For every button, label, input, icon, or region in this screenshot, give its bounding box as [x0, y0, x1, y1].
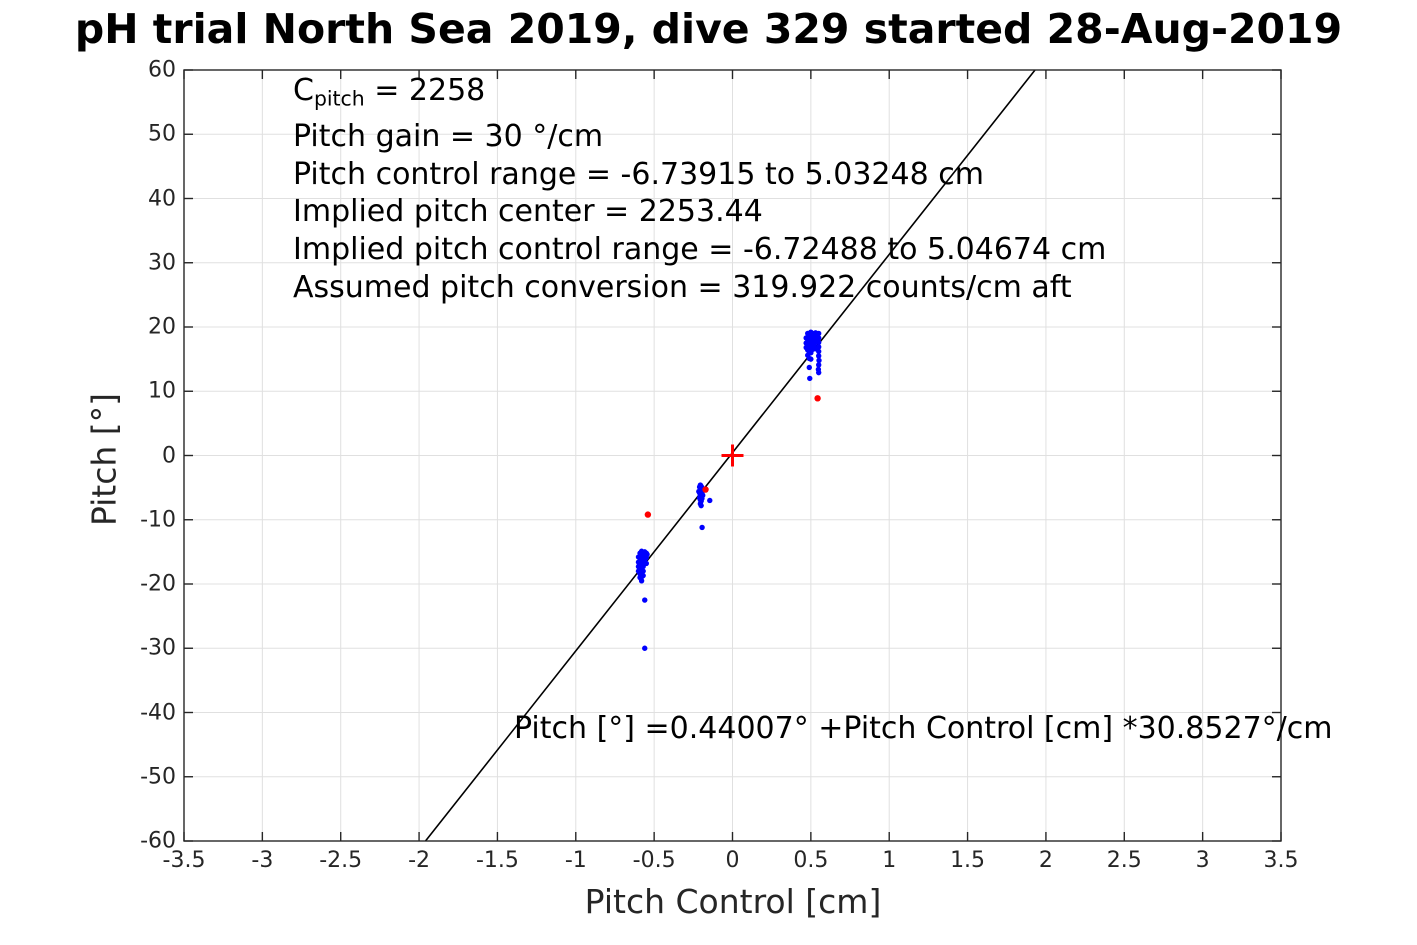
y-tick-label: -60: [140, 828, 176, 854]
y-tick-label: -50: [140, 764, 176, 790]
y-tick-label: 60: [148, 57, 176, 83]
x-tick-label: 0: [725, 848, 740, 873]
cpitch-value: = 2258: [364, 73, 486, 108]
pitch-samples-point: [644, 551, 650, 558]
pitch-samples-point: [642, 645, 648, 651]
cpitch-subscript: pitch: [313, 86, 365, 111]
y-tick-label: -10: [140, 507, 176, 533]
annotation-line-control-range: Pitch control range = -6.73915 to 5.0324…: [293, 156, 984, 192]
y-tick-label: 10: [148, 378, 176, 404]
y-tick-label: -20: [140, 571, 176, 597]
pitch-samples-point: [806, 364, 812, 371]
pitch-samples-point: [815, 335, 822, 341]
pitch-samples-point: [700, 492, 706, 499]
x-tick-label: -3.5: [162, 848, 206, 873]
x-tick-label: -2.5: [319, 848, 363, 873]
annotation-line-implied-center: Implied pitch center = 2253.44: [293, 194, 763, 230]
pitch-samples-point: [698, 502, 704, 509]
x-tick-label: 3: [1195, 848, 1210, 873]
x-tick-label: -1: [564, 848, 587, 873]
pitch-samples-point: [815, 348, 822, 355]
pitch-samples-point: [707, 497, 713, 504]
annotation-line-cpitch: Cpitch = 2258: [293, 72, 1106, 118]
flagged-samples-point: [644, 511, 652, 518]
y-tick-label: -30: [140, 635, 176, 661]
x-tick-label: 0.5: [793, 848, 829, 873]
x-tick-label: 2: [1038, 848, 1053, 873]
y-tick-label: 50: [148, 121, 176, 147]
pitch-samples-point: [815, 369, 822, 376]
annotation-line-gain: Pitch gain = 30 °/cm: [293, 119, 604, 155]
y-tick-label: 20: [148, 314, 176, 340]
pitch-samples-point: [815, 339, 822, 346]
pitch-samples-point: [808, 356, 814, 362]
flagged-samples-point: [814, 395, 821, 402]
x-axis-label: Pitch Control [cm]: [584, 882, 882, 921]
calibration-annotation: Cpitch = 2258 Pitch gain = 30 °/cm Pitch…: [293, 72, 1106, 306]
annotation-line-conversion: Assumed pitch conversion = 319.922 count…: [293, 269, 1072, 305]
x-tick-label: -3: [251, 848, 274, 873]
x-tick-label: -1.5: [475, 848, 519, 873]
fit-equation-label: Pitch [°] =0.44007° +Pitch Control [cm] …: [514, 711, 1333, 746]
pitch-samples-point: [643, 560, 650, 567]
flagged-samples-point: [702, 486, 709, 493]
cpitch-base: C: [293, 73, 314, 108]
y-tick-label: 0: [162, 443, 176, 468]
y-tick-label: -40: [140, 700, 176, 725]
x-tick-label: -0.5: [632, 848, 676, 873]
pitch-samples-point: [699, 524, 705, 531]
pitch-samples-point: [807, 375, 813, 382]
x-tick-label: -2: [408, 848, 431, 873]
pitch-samples-point: [640, 572, 646, 579]
chart-title: pH trial North Sea 2019, dive 329 starte…: [74, 5, 1343, 53]
y-tick-label: 30: [148, 250, 176, 276]
pitch-samples-point: [638, 578, 645, 584]
pitch-samples-point: [815, 362, 822, 368]
pitch-samples-point: [815, 344, 822, 350]
x-tick-label: 3.5: [1263, 848, 1299, 873]
pitch-samples-point: [815, 353, 822, 359]
pitch-samples-point: [815, 330, 822, 337]
x-tick-label: 1.5: [950, 848, 986, 873]
y-tick-label: 40: [148, 186, 176, 211]
x-tick-label: 2.5: [1106, 848, 1142, 873]
x-tick-label: 1: [882, 848, 897, 873]
annotation-line-implied-range: Implied pitch control range = -6.72488 t…: [293, 232, 1107, 268]
pitch-samples-point: [640, 568, 646, 574]
pitch-samples-point: [816, 357, 822, 364]
pitch-samples-point: [642, 597, 648, 603]
